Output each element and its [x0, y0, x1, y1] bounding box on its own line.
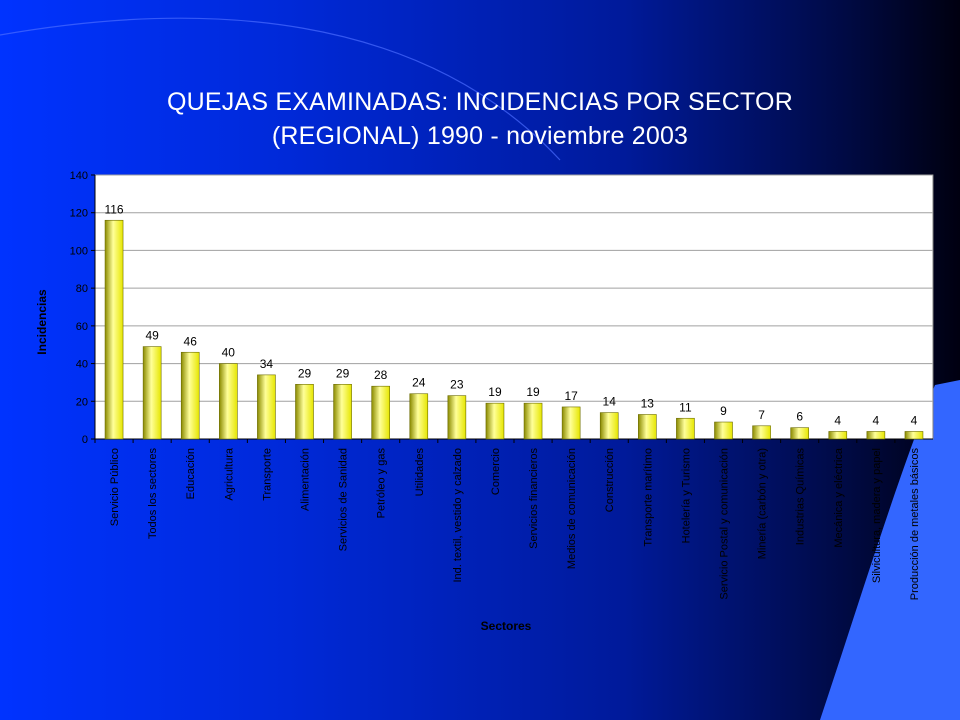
data-label: 116 — [104, 202, 123, 216]
bar — [180, 351, 200, 440]
data-label: 14 — [603, 395, 617, 409]
chart-title-line1: QUEJAS EXAMINADAS: INCIDENCIAS POR SECTO… — [167, 88, 793, 116]
bar — [257, 374, 276, 440]
x-tick-label: Servicios financieros — [528, 448, 540, 549]
data-label: 24 — [412, 376, 426, 390]
bar — [790, 427, 809, 440]
x-tick-label: Comercio — [490, 448, 502, 495]
data-label: 40 — [222, 346, 236, 360]
bar — [447, 395, 467, 440]
y-tick-label: 40 — [76, 359, 88, 371]
bar — [371, 385, 390, 440]
y-tick-label: 0 — [82, 434, 88, 446]
y-tick-label: 140 — [70, 170, 88, 182]
data-label: 49 — [145, 329, 159, 343]
x-tick-label: Agricultura — [223, 447, 235, 500]
x-tick-label: Servicios de Sanidad — [338, 448, 350, 551]
data-label: 11 — [679, 400, 692, 414]
x-tick-label: Transporte — [261, 448, 273, 501]
x-tick-label: Minería (carbón y otra) — [757, 448, 769, 559]
bar — [561, 406, 581, 440]
data-label: 13 — [641, 396, 655, 410]
data-label: 7 — [758, 408, 765, 422]
y-tick-label: 100 — [70, 245, 88, 257]
x-tick-label: Ind. textil, vestido y calzado — [452, 448, 464, 583]
x-tick-label: Construcción — [604, 448, 616, 512]
bar — [904, 431, 924, 440]
data-label: 28 — [374, 368, 388, 382]
y-tick-label: 60 — [76, 321, 88, 333]
bar — [752, 425, 771, 440]
x-tick-label: Servicio Postal y comunicación — [719, 448, 731, 600]
bar — [104, 219, 124, 440]
x-axis-title: Sectores — [481, 619, 532, 633]
x-tick-label: Industrias Químicas — [795, 448, 807, 546]
bar — [828, 431, 848, 440]
y-tick-label: 20 — [76, 396, 88, 408]
data-label: 29 — [336, 366, 350, 380]
y-tick-label: 80 — [76, 283, 88, 295]
x-tick-label: Petróleo y gas — [376, 448, 388, 519]
bar — [295, 384, 314, 440]
bar — [219, 363, 238, 440]
data-label: 4 — [873, 413, 880, 427]
data-label: 4 — [911, 413, 918, 427]
bar — [333, 384, 352, 440]
x-tick-label: Todos los sectores — [147, 448, 159, 540]
x-tick-label: Mecánica y eléctrica — [833, 447, 845, 548]
data-label: 46 — [184, 334, 198, 348]
data-label: 29 — [298, 366, 312, 380]
data-label: 19 — [526, 385, 540, 399]
bar — [866, 431, 886, 440]
x-tick-label: Educación — [185, 448, 197, 499]
arc-line — [0, 17, 561, 161]
corner-swoosh — [820, 380, 960, 720]
data-label: 19 — [488, 385, 502, 399]
y-axis-title: Incidencias — [35, 289, 49, 355]
x-tick-label: Transporte marítimo — [642, 448, 654, 547]
x-tick-label: Silvicultura, madera y papel — [871, 448, 883, 583]
x-tick-label: Utilidades — [414, 448, 426, 497]
chart-title-line2: (REGIONAL) 1990 - noviembre 2003 — [271, 122, 689, 150]
bar — [485, 402, 505, 440]
data-label: 17 — [564, 389, 578, 403]
bar — [142, 346, 162, 440]
bar — [638, 414, 657, 440]
x-tick-label: Alimentación — [300, 448, 312, 511]
y-tick-label: 120 — [70, 208, 88, 220]
data-label: 6 — [796, 410, 803, 424]
x-tick-label: Hotelería y Turismo — [680, 448, 692, 543]
x-tick-label: Servicio Público — [109, 448, 121, 526]
bar — [409, 393, 429, 440]
bar — [676, 417, 695, 440]
data-label: 4 — [834, 413, 841, 427]
bar — [523, 402, 543, 440]
data-label: 23 — [450, 378, 464, 392]
data-label: 34 — [260, 357, 274, 371]
x-tick-label: Medios de comunicación — [566, 448, 578, 569]
bar — [714, 421, 733, 440]
bar — [599, 412, 619, 440]
data-label: 9 — [720, 404, 727, 418]
x-tick-label: Producción de metales básicos — [909, 448, 921, 601]
